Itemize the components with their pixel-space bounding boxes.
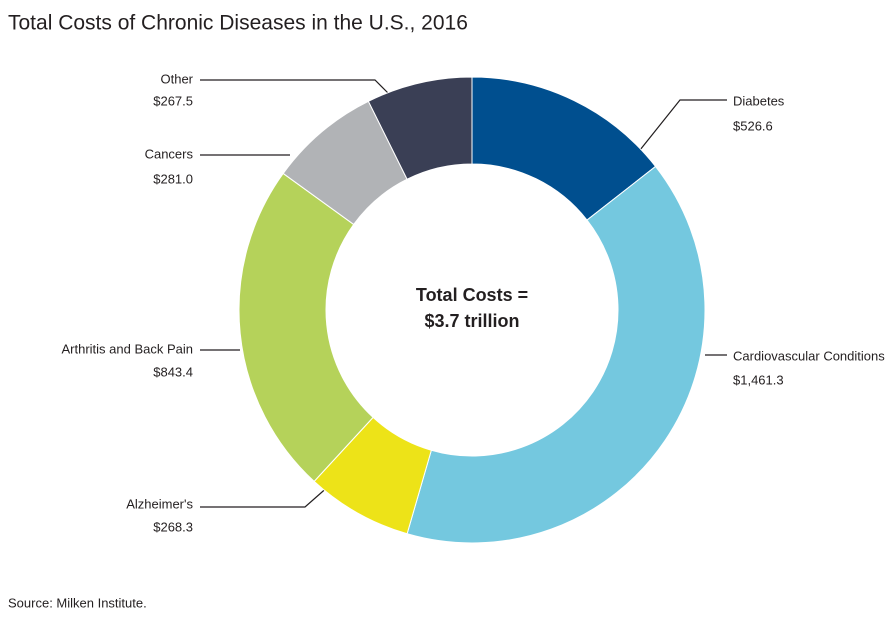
leader-lines <box>200 79 727 508</box>
leader-line <box>200 79 391 96</box>
donut-slice <box>238 172 374 483</box>
slice-value-label: $843.4 <box>153 364 193 379</box>
slice-label: Diabetes <box>733 93 785 108</box>
slice-label: Alzheimer's <box>126 496 193 511</box>
center-label: $3.7 trillion <box>424 311 519 331</box>
slice-label: Arthritis and Back Pain <box>61 341 193 356</box>
slice-label: Cancers <box>145 146 194 161</box>
source-note: Source: Milken Institute. <box>8 595 147 610</box>
donut-slice <box>406 165 706 544</box>
donut-slice <box>367 76 473 180</box>
slice-value-label: $1,461.3 <box>733 372 784 387</box>
leader-line <box>631 99 727 161</box>
leader-line <box>200 484 331 508</box>
center-label: Total Costs = <box>416 285 528 305</box>
slice-label: Cardiovascular Conditions <box>733 348 885 363</box>
slice-label: Other <box>160 71 193 86</box>
slice-value-label: $267.5 <box>153 93 193 108</box>
slice-value-label: $268.3 <box>153 519 193 534</box>
slice-value-label: $281.0 <box>153 171 193 186</box>
slice-value-label: $526.6 <box>733 118 773 133</box>
chart-title: Total Costs of Chronic Diseases in the U… <box>8 12 468 35</box>
